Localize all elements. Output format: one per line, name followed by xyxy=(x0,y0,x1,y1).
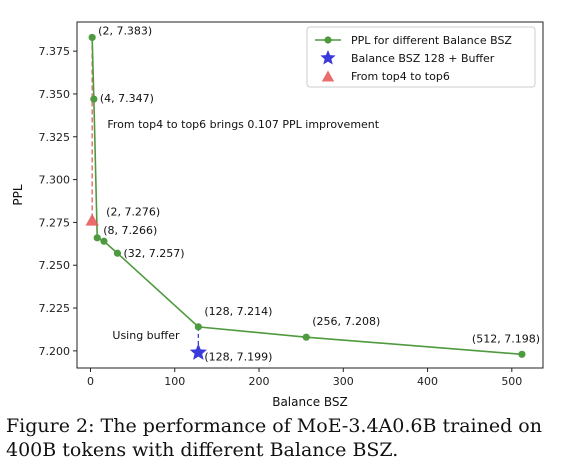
y-tick-label: 7.200 xyxy=(39,345,71,358)
figure-caption: Figure 2: The performance of MoE-3.4A0.6… xyxy=(6,415,542,461)
point-label: (4, 7.347) xyxy=(100,92,154,105)
annotation: Using buffer xyxy=(112,329,180,342)
legend-triangle-swatch xyxy=(321,70,335,82)
data-point xyxy=(100,237,108,245)
point-label: (512, 7.198) xyxy=(472,332,540,345)
point-label: (256, 7.208) xyxy=(312,315,380,328)
star-marker xyxy=(189,343,207,360)
legend: PPL for different Balance BSZ Balance BSZ… xyxy=(306,26,536,88)
axes-frame xyxy=(76,21,544,369)
point-label: (8, 7.266) xyxy=(103,224,157,237)
point-label: (128, 7.214) xyxy=(204,305,272,318)
y-tick-label: 7.375 xyxy=(39,45,71,58)
y-axis-title: PPL xyxy=(11,184,25,205)
point-label: (128, 7.199) xyxy=(204,351,272,364)
data-point xyxy=(93,234,101,242)
y-tick-label: 7.325 xyxy=(39,131,71,144)
x-tick-label: 100 xyxy=(164,375,185,388)
legend-box xyxy=(306,26,536,88)
x-tick-label: 400 xyxy=(417,375,438,388)
data-point xyxy=(194,323,202,331)
legend-circle-swatch xyxy=(324,36,332,44)
x-axis-title: Balance BSZ xyxy=(272,395,348,409)
plot-area: 0 100 200 300 400 500 7.200 7.225 7.250 7.275 7.30… xyxy=(11,21,544,409)
data-point xyxy=(88,33,96,42)
point-label: (2, 7.383) xyxy=(98,24,152,37)
legend-star-swatch xyxy=(320,50,336,65)
legend-label: PPL for different Balance BSZ xyxy=(351,34,512,47)
x-tick-label: 0 xyxy=(87,375,94,388)
legend-label: From top4 to top6 xyxy=(351,70,450,83)
y-tick-label: 7.275 xyxy=(39,216,71,229)
data-point xyxy=(518,350,526,358)
y-tick-label: 7.350 xyxy=(39,88,71,101)
y-tick-label: 7.300 xyxy=(39,174,71,187)
data-point xyxy=(302,333,310,341)
x-tick-label: 200 xyxy=(249,375,270,388)
y-tick-label: 7.225 xyxy=(39,302,71,315)
point-label: (2, 7.276) xyxy=(106,206,160,219)
y-tick-label: 7.250 xyxy=(39,259,71,272)
series-line-balance-bsz xyxy=(91,37,522,356)
chart: 0 100 200 300 400 500 7.200 7.225 7.250 7.275 7.30… xyxy=(11,21,544,409)
point-label: (32, 7.257) xyxy=(123,247,184,260)
x-tick-label: 300 xyxy=(333,375,354,388)
legend-label: Balance BSZ 128 + Buffer xyxy=(351,52,495,65)
data-point xyxy=(113,249,122,257)
triangle-marker xyxy=(85,213,99,226)
annotation: From top4 to top6 brings 0.107 PPL impro… xyxy=(107,118,379,131)
x-tick-label: 500 xyxy=(501,375,522,388)
data-point xyxy=(90,95,98,103)
